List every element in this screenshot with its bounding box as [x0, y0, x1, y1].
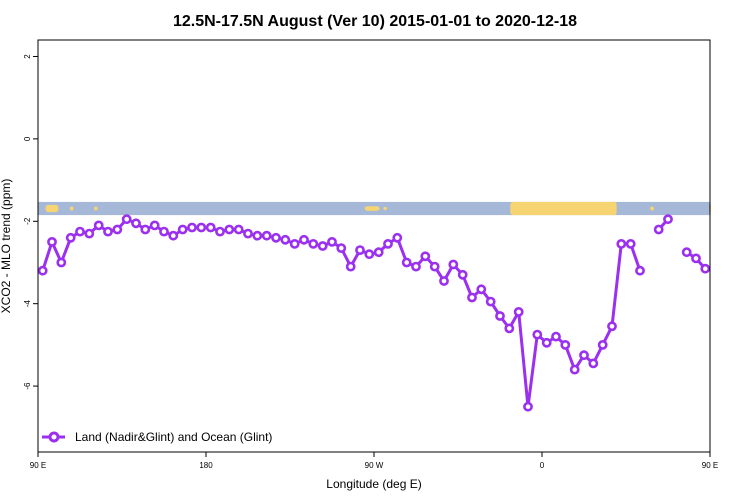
legend-label: Land (Nadir&Glint) and Ocean (Glint): [75, 430, 272, 444]
data-point: [588, 358, 599, 369]
data-point: [551, 331, 561, 342]
data-point: [476, 284, 487, 295]
data-point: [233, 224, 244, 235]
data-point: [159, 226, 169, 237]
data-point: [383, 238, 393, 249]
plot-frame: [37, 39, 711, 453]
data-point: [65, 232, 76, 243]
data-point: [131, 218, 141, 229]
data-point: [700, 263, 711, 274]
data-point: [663, 214, 673, 225]
x-tick-label: 180: [199, 461, 213, 470]
data-point: [495, 311, 505, 321]
data-point: [513, 306, 524, 317]
data-point: [523, 401, 533, 412]
x-axis: 90 E 180 90 W 0 90 E: [30, 452, 718, 470]
data-point: [420, 251, 431, 262]
data-point: [653, 224, 664, 235]
land-patch: [94, 206, 98, 211]
data-point: [47, 236, 57, 247]
data-point: [289, 238, 300, 249]
land-patch: [364, 206, 380, 211]
data-point: [691, 253, 701, 264]
data-point: [317, 241, 328, 251]
data-point: [401, 257, 412, 268]
plot-area: [37, 201, 711, 412]
x-tick-label: 0: [540, 461, 545, 470]
x-tick-label: 90 E: [30, 461, 46, 470]
data-point: [187, 222, 197, 233]
data-point: [579, 350, 589, 361]
data-point: [299, 234, 309, 245]
data-point: [243, 228, 253, 239]
data-point: [140, 224, 151, 235]
data-point: [373, 247, 384, 258]
data-point: [467, 292, 477, 303]
data-point: [280, 234, 291, 245]
data-point: [205, 222, 216, 233]
chart-title: 12.5N-17.5N August (Ver 10) 2015-01-01 t…: [173, 13, 577, 30]
data-point: [457, 269, 468, 280]
data-point: [327, 236, 337, 247]
data-point: [75, 226, 85, 237]
y-tick-label: -2: [23, 217, 32, 225]
data-point: [93, 220, 104, 231]
land-patch: [510, 201, 617, 216]
data-point: [112, 224, 123, 235]
y-axis-label: XCO2 - MLO trend (ppm): [0, 179, 13, 314]
data-point: [37, 265, 48, 276]
land-patch: [45, 204, 59, 213]
data-point: [103, 226, 113, 237]
y-tick-label: 0: [23, 136, 32, 141]
y-tick-label: -4: [23, 300, 32, 308]
data-point: [196, 222, 207, 233]
data-point: [448, 259, 459, 270]
data-point: [439, 276, 449, 286]
y-tick-label: -6: [23, 382, 32, 390]
data-point: [252, 230, 263, 241]
data-point: [261, 230, 272, 241]
data-point: [681, 247, 692, 258]
data-point: [121, 214, 132, 225]
y-axis: 2 0 -2 -4 -6: [23, 54, 38, 390]
data-point: [392, 232, 403, 243]
data-point: [168, 230, 179, 241]
x-tick-label: 90 W: [365, 461, 384, 470]
data-point: [56, 257, 67, 268]
data-point: [635, 265, 645, 276]
data-point: [616, 238, 627, 249]
x-tick-label: 90 E: [702, 461, 718, 470]
data-point: [541, 337, 552, 348]
data-point: [607, 321, 617, 332]
data-point: [625, 238, 636, 249]
data-point: [177, 224, 188, 235]
legend-marker-swatch: [48, 431, 60, 443]
data-point: [560, 339, 571, 350]
data-point: [429, 261, 440, 272]
land-patch: [650, 206, 654, 211]
data-point: [569, 364, 580, 375]
x-axis-label: Longitude (deg E): [326, 477, 421, 491]
legend: Land (Nadir&Glint) and Ocean (Glint): [42, 430, 272, 444]
data-point: [215, 226, 225, 237]
data-point: [355, 245, 365, 255]
data-point: [597, 339, 608, 350]
land-patch: [69, 206, 74, 211]
data-point: [84, 228, 95, 239]
data-point: [345, 261, 356, 272]
data-point: [411, 261, 421, 272]
data-point: [336, 243, 347, 253]
land-patch: [383, 206, 388, 211]
y-tick-label: 2: [23, 54, 32, 59]
data-point: [149, 220, 160, 231]
data-point: [504, 323, 515, 334]
data-point: [364, 249, 375, 260]
data-point: [532, 329, 543, 340]
data-point: [224, 224, 235, 235]
data-point: [308, 238, 319, 249]
data-point: [485, 296, 496, 307]
data-point: [271, 232, 281, 243]
